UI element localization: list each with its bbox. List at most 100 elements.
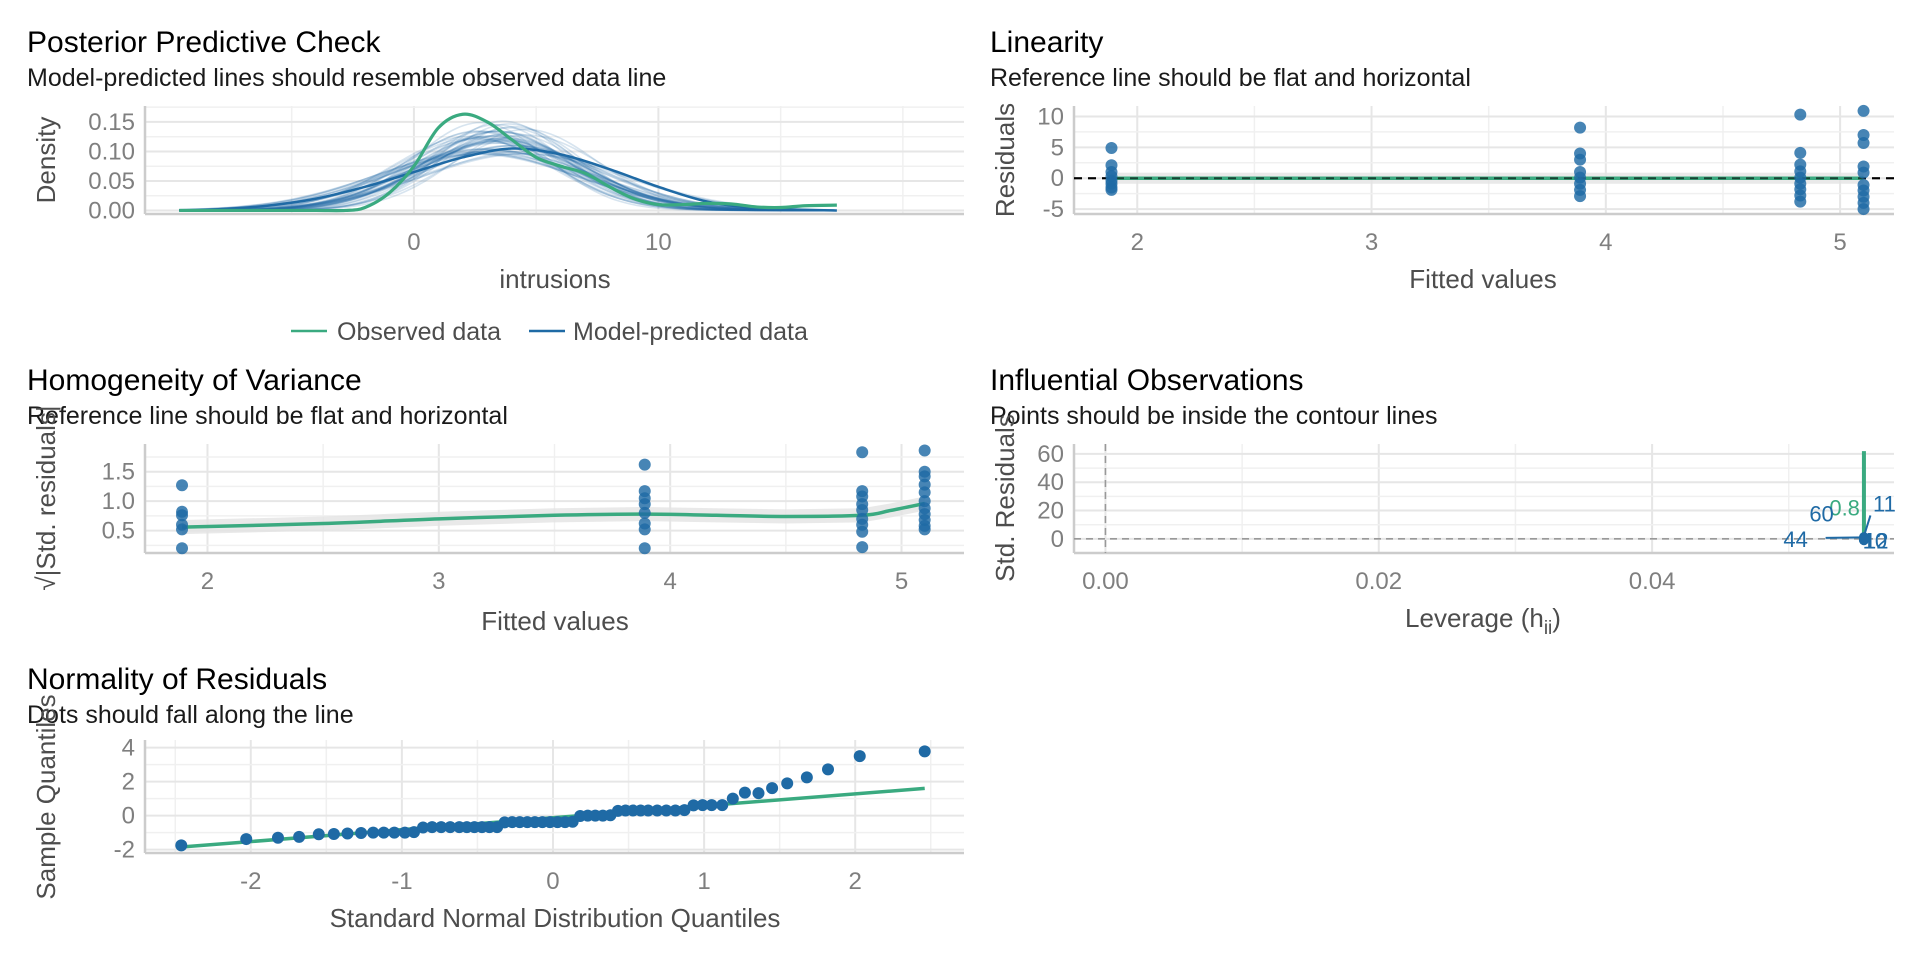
y-tick-label: 0: [122, 803, 135, 830]
predicted-draw-line: [179, 151, 835, 212]
predicted-draw-line: [179, 135, 835, 212]
y-tick-label: 2: [122, 769, 135, 796]
x-tick-label: 3: [432, 568, 445, 595]
panel-title: Homogeneity of Variance: [27, 364, 362, 397]
predicted-draw-line: [179, 138, 835, 212]
marks: [176, 444, 931, 555]
y-tick-label: 0.05: [88, 168, 135, 195]
x-tick-label: 0.00: [1082, 568, 1129, 595]
x-axis-title-end: ): [1552, 603, 1561, 633]
qq-point: [696, 799, 709, 812]
y-tick-label: 1.0: [102, 488, 135, 515]
y-tick-label: 0: [1051, 165, 1064, 192]
y-axis-title: Residuals: [990, 103, 1020, 217]
residual-point: [1857, 104, 1870, 117]
y-tick-label: -2: [114, 837, 135, 864]
predicted-draw-line: [179, 138, 835, 212]
y-axis-title: Sample Quantiles: [31, 694, 61, 899]
qq-point: [800, 771, 813, 784]
residual-point: [176, 523, 189, 536]
predicted-draw-line: [179, 139, 835, 212]
qq-point: [918, 745, 931, 758]
qq-point: [407, 826, 420, 839]
predicted-draw-line: [179, 153, 835, 212]
residual-point: [918, 444, 931, 457]
panel-linearity: Linearity Reference line should be flat …: [990, 26, 1894, 294]
predicted-draw-line: [179, 144, 835, 212]
predicted-draw-line: [179, 140, 835, 212]
qq-point: [726, 792, 739, 805]
qq-point: [660, 804, 673, 817]
x-tick-label: -2: [240, 868, 261, 895]
qq-point: [341, 827, 354, 840]
x-tick-label: 5: [1833, 229, 1846, 256]
x-tick-label: 0.02: [1355, 568, 1402, 595]
qq-point: [678, 804, 691, 817]
qq-point: [240, 833, 253, 846]
residual-point: [1794, 108, 1807, 121]
predicted-draw-line: [179, 144, 835, 212]
qq-point: [175, 839, 188, 852]
qq-point: [398, 826, 411, 839]
y-tick-label: 20: [1037, 498, 1064, 525]
x-tick-label: 0: [407, 229, 420, 256]
qq-point: [293, 830, 306, 843]
predicted-draw-line: [179, 130, 835, 212]
ticks: 2 3 4 5 -5 0 5 10: [1037, 103, 1846, 256]
grid: [143, 444, 964, 555]
contour-label: 0.8: [1829, 496, 1860, 521]
qq-point: [417, 821, 430, 834]
predicted-draw-line: [179, 137, 835, 212]
qq-point: [426, 821, 439, 834]
x-axis-title: Fitted values: [481, 606, 628, 636]
residual-point: [1105, 141, 1118, 154]
residual-point: [1574, 121, 1587, 134]
qq-point: [388, 826, 401, 839]
qq-point: [327, 827, 340, 840]
residual-point: [176, 542, 189, 555]
qq-point: [822, 763, 835, 776]
observation-label: 44: [1783, 527, 1807, 552]
qq-point: [738, 786, 751, 799]
legend-label-observed: Observed data: [337, 318, 501, 346]
predicted-draw-line: [179, 136, 835, 212]
y-tick-label: 4: [122, 735, 135, 762]
predicted-draw-line: [179, 150, 835, 212]
x-tick-label: 10: [645, 229, 672, 256]
x-axis-title-main: Leverage (h: [1405, 603, 1544, 633]
y-axis-title: √|Std. residuals|: [31, 405, 61, 590]
qq-point: [705, 799, 718, 812]
residual-point: [856, 446, 869, 459]
y-tick-label: 5: [1051, 134, 1064, 161]
residual-point: [856, 503, 869, 516]
predicted-draw-line: [179, 138, 835, 212]
qq-point: [781, 777, 794, 790]
residual-point: [1857, 203, 1870, 216]
residual-point: [918, 523, 931, 536]
panel-influential-observations: Influential Observations Points should b…: [990, 364, 1896, 639]
observed-data-line: [179, 112, 837, 213]
y-tick-label: 0: [1051, 526, 1064, 553]
x-tick-label: 3: [1365, 229, 1378, 256]
panel-subtitle: Points should be inside the contour line…: [990, 402, 1438, 430]
predicted-draw-line: [179, 153, 835, 212]
residual-point: [176, 479, 189, 492]
x-tick-label: 0: [546, 868, 559, 895]
panel-subtitle: Dots should fall along the line: [27, 701, 354, 729]
y-tick-label: 1.5: [102, 459, 135, 486]
y-tick-label: -5: [1043, 196, 1064, 223]
qq-point: [355, 826, 368, 839]
residual-point: [638, 458, 651, 471]
y-tick-label: 0.10: [88, 138, 135, 165]
y-tick-label: 0.5: [102, 518, 135, 545]
x-tick-label: 1: [697, 868, 710, 895]
residual-point: [1105, 183, 1118, 196]
grid: [1072, 106, 1894, 216]
y-axis-title: Density: [31, 117, 61, 204]
residual-point: [918, 486, 931, 499]
residual-point: [1857, 166, 1870, 179]
panel-subtitle: Model-predicted lines should resemble ob…: [27, 64, 666, 92]
predicted-draw-line: [179, 142, 835, 212]
